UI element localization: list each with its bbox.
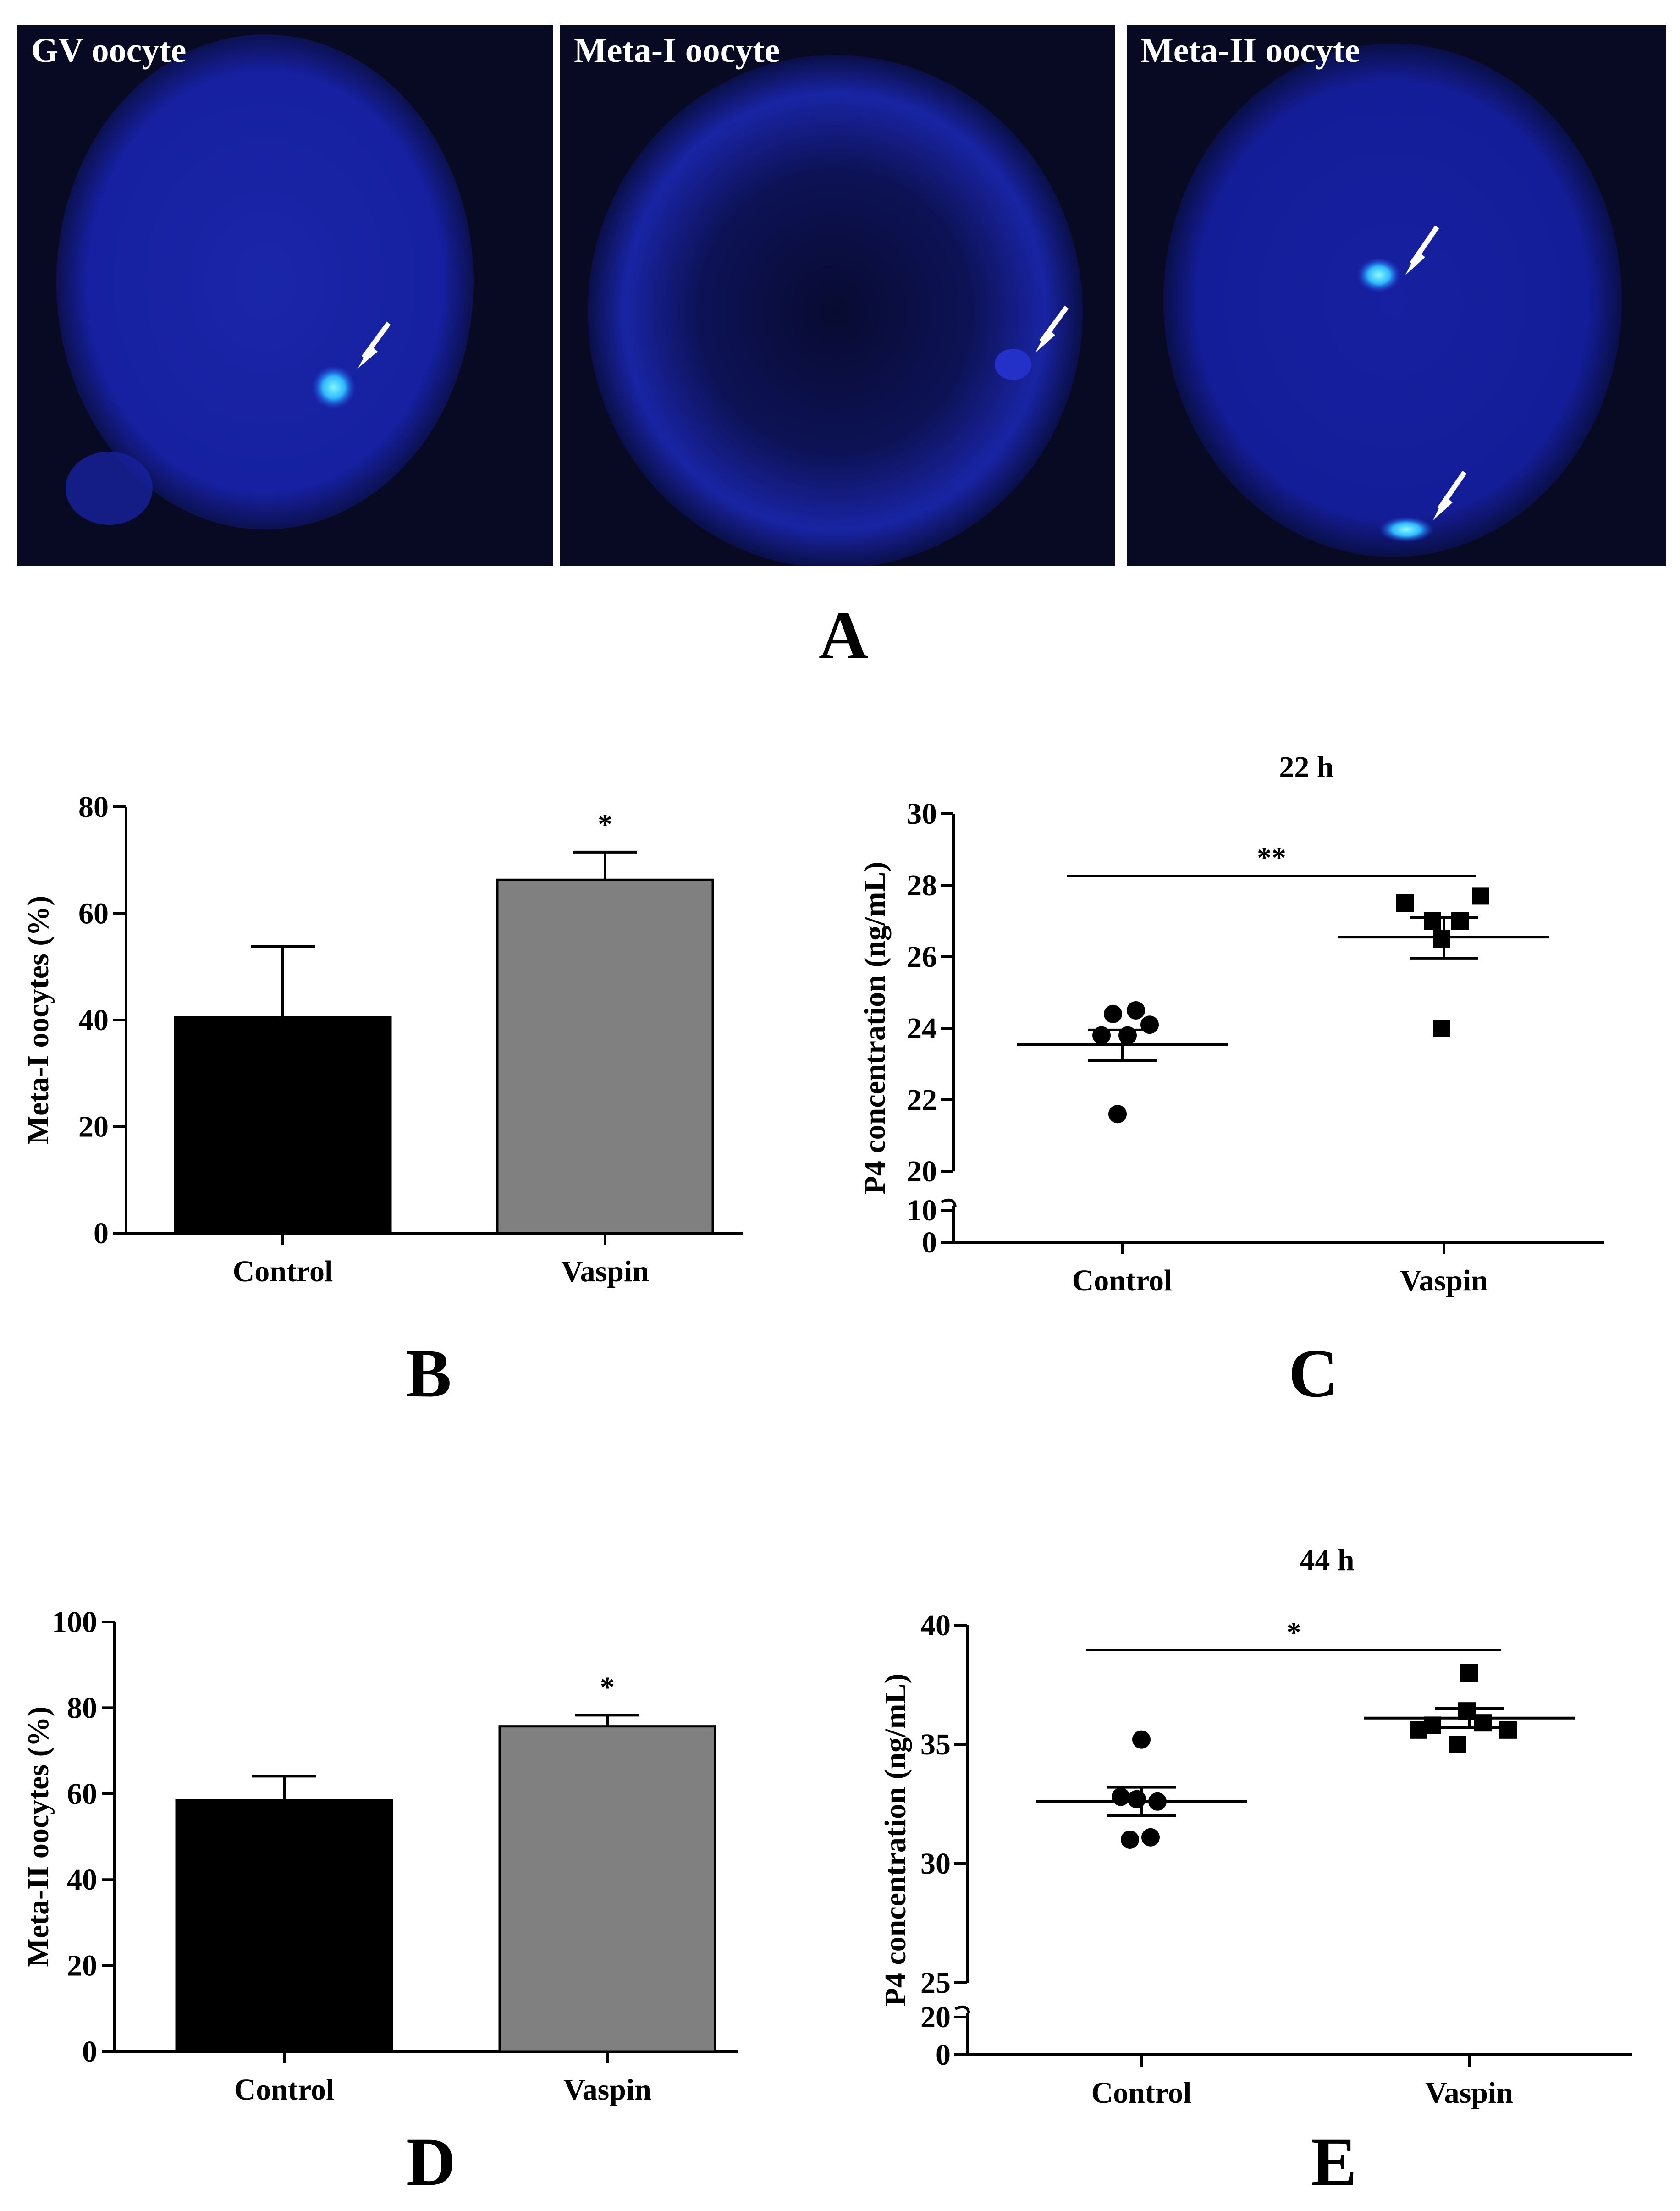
panel-letter-b: B — [405, 1335, 452, 1412]
data-point-E-control — [1112, 1787, 1130, 1806]
y-tick-label-C: 30 — [907, 797, 937, 831]
x-tick-label-E-control: Control — [1091, 2076, 1192, 2110]
data-point-E-control — [1132, 1730, 1151, 1749]
gv-oocyte-label: GV oocyte — [31, 31, 187, 70]
y-tick-label-E: 35 — [920, 1728, 951, 1761]
data-point-C-vaspin — [1424, 912, 1441, 930]
data-point-E-vaspin — [1499, 1721, 1517, 1739]
y-tick-label-E: 25 — [920, 1966, 951, 2000]
y-tick-label-C: 24 — [907, 1012, 937, 1045]
data-point-E-control — [1128, 1790, 1146, 1808]
panel-letter-e: E — [1311, 2124, 1357, 2200]
panel-letter-d: D — [406, 2124, 456, 2200]
y-tick-label-B: 20 — [78, 1110, 109, 1144]
data-point-C-control — [1104, 1004, 1122, 1023]
panel-letter-c: C — [1288, 1335, 1338, 1412]
data-point-E-vaspin — [1460, 1664, 1478, 1682]
meta-i-oocyte-image: Meta-I oocyte — [560, 25, 1115, 566]
y-tick-label-B: 40 — [78, 1003, 109, 1037]
meta-i-oocyte-label: Meta-I oocyte — [574, 31, 780, 70]
y-tick-label-B: 60 — [78, 897, 109, 931]
chart-title-C: 22 h — [1279, 750, 1333, 784]
x-tick-label-D-vaspin: Vaspin — [563, 2073, 651, 2106]
x-tick-label-B-control: Control — [233, 1255, 333, 1288]
x-tick-label-C-control: Control — [1072, 1264, 1173, 1297]
significance-mark-D: * — [600, 1671, 615, 1703]
gv-oocyte-image: GV oocyte — [17, 25, 553, 566]
data-point-E-extra — [1410, 1721, 1427, 1739]
data-point-C-vaspin — [1472, 887, 1489, 905]
x-tick-label-E-vaspin: Vaspin — [1425, 2076, 1513, 2110]
significance-mark-E: * — [1287, 1616, 1301, 1649]
y-tick-label-C: 10 — [907, 1194, 937, 1227]
y-tick-label-E: 0 — [936, 2038, 951, 2072]
data-point-C-vaspin — [1433, 1020, 1450, 1037]
y-axis-label-E: P4 concentration (ng/mL) — [879, 1674, 912, 2007]
y-tick-label-D: 80 — [67, 1691, 97, 1725]
axis-break-C — [941, 1198, 957, 1207]
significance-mark-C: ** — [1257, 841, 1286, 874]
data-point-E-control — [1121, 1831, 1139, 1849]
data-point-C-vaspin — [1433, 930, 1450, 948]
bar-D-control — [175, 1799, 393, 2053]
y-tick-label-E: 40 — [920, 1609, 951, 1642]
y-tick-label-B: 80 — [78, 790, 109, 824]
y-tick-label-D: 40 — [67, 1863, 97, 1897]
bar-B-vaspin — [496, 878, 714, 1235]
y-axis-label-C: P4 concentration (ng/mL) — [858, 862, 892, 1195]
bar-B-control — [174, 1016, 392, 1235]
data-point-C-control — [1108, 1105, 1127, 1124]
chart-title-E: 44 h — [1300, 1544, 1354, 1577]
data-point-E-control — [1141, 1828, 1160, 1847]
y-tick-label-D: 60 — [67, 1777, 97, 1811]
axis-break-E — [954, 2005, 970, 2014]
significance-mark-B: * — [598, 808, 612, 840]
y-tick-label-D: 0 — [82, 2035, 97, 2068]
meta-ii-oocyte-label: Meta-II oocyte — [1140, 31, 1361, 70]
x-tick-label-C-vaspin: Vaspin — [1400, 1264, 1488, 1297]
meta-ii-oocyte-image: Meta-II oocyte — [1127, 25, 1666, 566]
data-point-E-vaspin — [1449, 1736, 1466, 1753]
y-tick-label-E: 20 — [920, 2001, 951, 2034]
data-point-C-vaspin — [1396, 894, 1414, 912]
data-point-C-vaspin — [1451, 912, 1469, 930]
y-axis-label-B: Meta-I oocytes (%) — [22, 896, 55, 1144]
x-tick-label-B-vaspin: Vaspin — [561, 1255, 649, 1288]
y-tick-label-D: 20 — [67, 1949, 97, 1983]
bar-D-vaspin — [498, 1725, 716, 2053]
y-tick-label-C: 28 — [907, 869, 937, 902]
x-tick-label-D-control: Control — [234, 2073, 335, 2106]
y-tick-label-B: 0 — [94, 1217, 109, 1250]
y-axis-label-D: Meta-II oocytes (%) — [22, 1706, 55, 1967]
data-point-C-control — [1127, 1001, 1145, 1020]
y-tick-label-C: 22 — [907, 1083, 937, 1117]
y-tick-label-C: 0 — [922, 1226, 937, 1259]
y-tick-label-D: 100 — [52, 1605, 97, 1639]
y-tick-label-C: 20 — [907, 1155, 937, 1188]
y-tick-label-C: 26 — [907, 940, 937, 974]
panel-letter-a: A — [818, 597, 869, 673]
y-tick-label-E: 30 — [920, 1847, 951, 1880]
